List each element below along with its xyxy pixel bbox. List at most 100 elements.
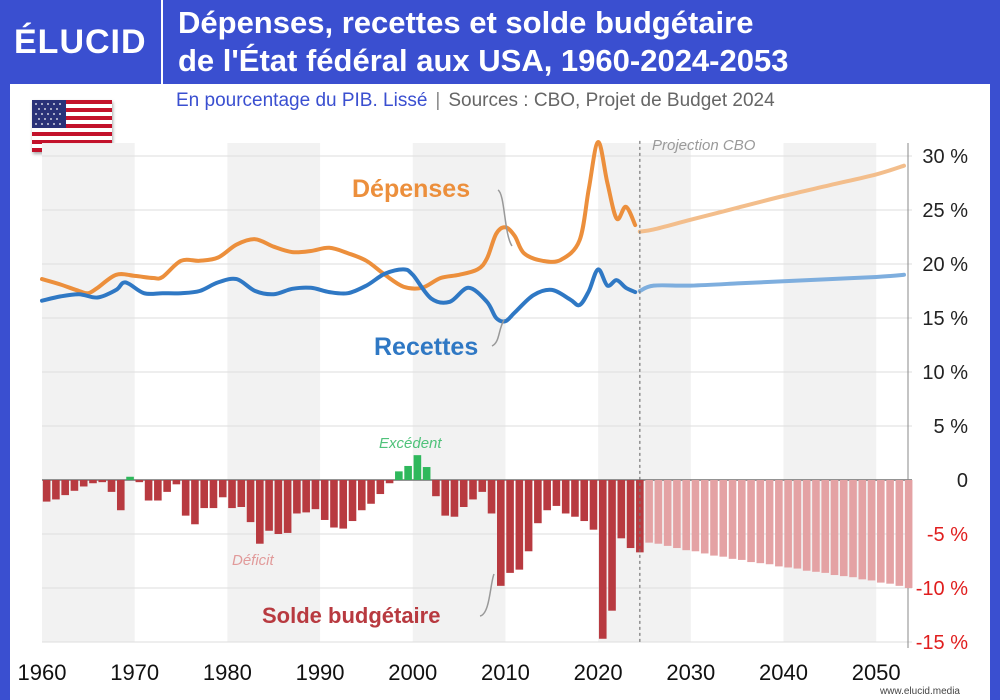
balance-bar [802, 480, 811, 571]
y-tick-label: 25 % [922, 200, 968, 222]
balance-bar [52, 480, 60, 500]
balance-bar [682, 480, 690, 551]
balance-bar [858, 480, 867, 580]
recettes-projection-line [637, 272, 906, 293]
depenses-line [40, 139, 638, 296]
y-tick-label: -10 % [916, 578, 968, 600]
balance-bar [793, 480, 802, 569]
balance-bar [497, 480, 505, 586]
solde-budgetaire-label: Solde budgétaire [262, 603, 440, 628]
chart-title-line-1: Dépenses, recettes et solde budgétaire [178, 5, 754, 40]
deficit-label: Déficit [232, 552, 275, 569]
x-tick-label: 1970 [110, 660, 159, 685]
balance-bar [320, 480, 329, 520]
recettes-line [40, 267, 638, 324]
y-tick-label: 15 % [922, 308, 968, 330]
balance-bar [61, 480, 69, 496]
balance-bar [330, 480, 338, 528]
balance-bar [728, 480, 737, 559]
balance-bar [506, 480, 514, 573]
budget-chart: 30 % 25 % 20 % 15 % 10 % 5 % 0 -5 % -10 % -15 % 19… [18, 137, 969, 685]
balance-bar [654, 480, 663, 544]
balance-bar [487, 480, 496, 514]
balance-bar [209, 480, 218, 509]
balance-bar [469, 480, 477, 500]
x-tick-label: 2000 [388, 660, 437, 685]
y-tick-label: 10 % [922, 362, 968, 384]
balance-bar [274, 480, 283, 534]
balance-bar [107, 480, 116, 492]
balance-bar [422, 467, 431, 480]
x-tick-label: 2010 [481, 660, 530, 685]
balance-bar [636, 480, 644, 553]
balance-bar [218, 480, 227, 498]
balance-bar [144, 480, 153, 501]
balance-bar [571, 480, 579, 517]
balance-bar [534, 480, 542, 524]
balance-bar [812, 480, 820, 572]
balance-bar [561, 480, 570, 514]
right-border [990, 84, 1000, 700]
balance-bar [79, 480, 88, 487]
balance-bar [385, 480, 394, 484]
balance-bar [450, 480, 459, 517]
balance-bar [163, 480, 171, 492]
brand-logo[interactable]: ÉLUCID [14, 23, 147, 61]
balance-bar [89, 480, 97, 484]
balance-bar [543, 480, 551, 511]
balance-bar [895, 480, 904, 586]
x-tick-label: 2040 [759, 660, 808, 685]
annotations: Projection CBO Dépenses Recettes Excédent Dé… [232, 137, 756, 628]
balance-bar [589, 480, 598, 530]
balance-bar [904, 480, 913, 588]
y-tick-label: -15 % [916, 632, 968, 654]
chart-subtitle: En pourcentage du PIB. Lissé | Sources : C… [176, 90, 775, 112]
balance-bar [691, 480, 700, 552]
y-tick-label: 5 % [934, 416, 969, 438]
balance-bar [413, 455, 422, 480]
balance-bar [293, 480, 301, 514]
balance-bar [737, 480, 746, 560]
balance-bar [191, 480, 199, 525]
x-tick-label: 1980 [203, 660, 252, 685]
left-border [0, 84, 10, 700]
balance-bar [246, 480, 255, 523]
balance-bar [524, 480, 533, 552]
recettes-leader-line [491, 319, 505, 347]
footer-url[interactable]: www.elucid.media [879, 686, 960, 697]
y-tick-label: -5 % [927, 524, 968, 546]
subtitle-separator: | [435, 90, 441, 111]
balance-bar [700, 480, 709, 554]
recettes-label: Recettes [374, 333, 478, 361]
balance-bar [765, 480, 774, 565]
balance-bar [135, 480, 144, 483]
balance-bar [348, 480, 357, 522]
surplus-label: Excédent [379, 435, 442, 452]
balance-bar [311, 480, 320, 510]
balance-bar [339, 480, 348, 529]
balance-bar [775, 480, 783, 567]
balance-bar [395, 471, 403, 480]
balance-bar [172, 480, 181, 485]
solde-leader-line [479, 573, 495, 617]
balance-bar [821, 480, 830, 573]
balance-bars [42, 455, 913, 639]
balance-bar [867, 480, 876, 581]
depenses-projection-line [637, 163, 906, 234]
balance-bar [200, 480, 209, 509]
balance-bar [552, 480, 561, 506]
balance-bar [830, 480, 839, 576]
balance-bar [877, 480, 885, 583]
series-lines [40, 139, 906, 642]
y-tick-label: 20 % [922, 254, 968, 276]
chart-title-line-2: de l'État fédéral aux USA, 1960-2024-205… [178, 43, 789, 78]
balance-bar [580, 480, 589, 522]
x-tick-label: 2030 [666, 660, 715, 685]
decade-band [42, 143, 135, 642]
balance-bar [849, 480, 857, 578]
balance-bar [283, 480, 292, 533]
balance-bar [645, 480, 653, 543]
balance-bar [608, 480, 616, 611]
balance-bar [42, 480, 51, 502]
